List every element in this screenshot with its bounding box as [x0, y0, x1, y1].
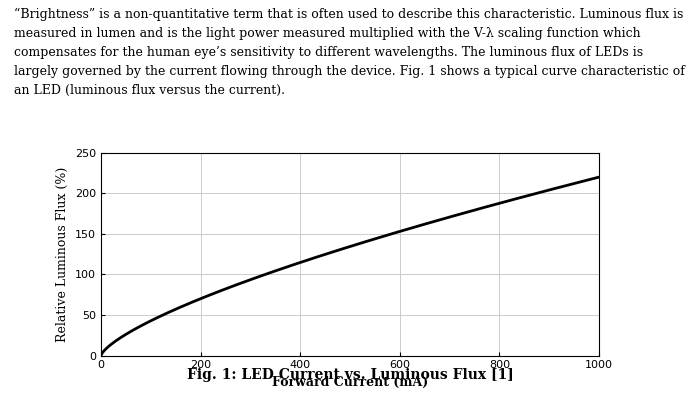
Text: “Brightness” is a non-quantitative term that is often used to describe this char: “Brightness” is a non-quantitative term …: [14, 8, 685, 97]
X-axis label: Forward Current (mA): Forward Current (mA): [272, 376, 428, 389]
Text: Fig. 1: LED Current vs. Luminous Flux [1]: Fig. 1: LED Current vs. Luminous Flux [1…: [187, 368, 513, 382]
Y-axis label: Relative Luminous Flux (%): Relative Luminous Flux (%): [57, 167, 69, 342]
